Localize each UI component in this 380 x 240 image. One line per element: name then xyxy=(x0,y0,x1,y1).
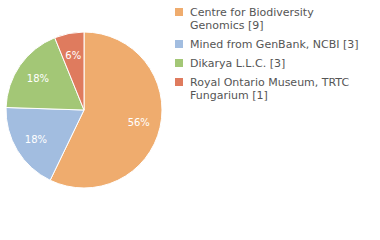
pie xyxy=(6,32,162,188)
legend-line: Centre for Biodiversity xyxy=(190,6,314,19)
legend-swatch xyxy=(175,59,183,67)
legend-label: Royal Ontario Museum, TRTCFungarium [1] xyxy=(190,76,349,102)
data-labels: 56% 18% 18% 6% xyxy=(25,50,150,145)
legend: Centre for BiodiversityGenomics [9] Mined… xyxy=(175,6,359,102)
legend-label: Mined from GenBank, NCBI [3] xyxy=(190,38,359,51)
legend-line: Fungarium [1] xyxy=(190,89,268,102)
legend-swatch xyxy=(175,8,183,16)
legend-line: Dikarya L.L.C. [3] xyxy=(190,57,285,70)
data-label: 6% xyxy=(65,50,81,61)
legend-swatch xyxy=(175,40,183,48)
chart: 56% 18% 18% 6% Centre for BiodiversityGenomi… xyxy=(0,0,380,240)
legend-label: Centre for BiodiversityGenomics [9] xyxy=(190,6,314,32)
legend-line: Mined from GenBank, NCBI [3] xyxy=(190,38,359,51)
legend-label: Dikarya L.L.C. [3] xyxy=(190,57,285,70)
slice xyxy=(55,32,84,110)
data-label: 18% xyxy=(27,73,49,84)
legend-swatch xyxy=(175,78,183,86)
slice xyxy=(6,107,84,180)
legend-line: Royal Ontario Museum, TRTC xyxy=(190,76,349,89)
legend-line: Genomics [9] xyxy=(190,19,264,32)
data-label: 56% xyxy=(128,117,150,128)
data-label: 18% xyxy=(25,134,47,145)
